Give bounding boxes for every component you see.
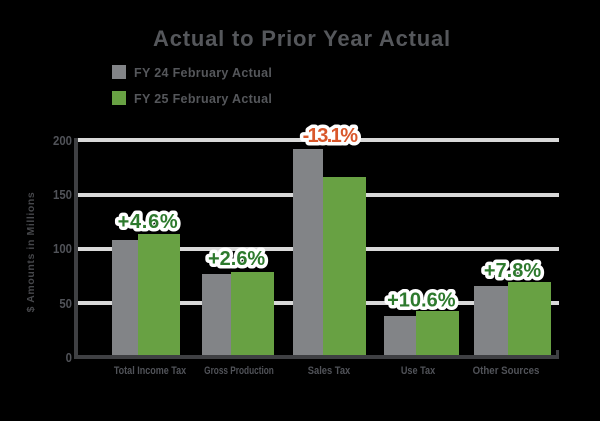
svg-text:-13.1%: -13.1%	[303, 125, 359, 147]
svg-text:+2.6%: +2.6%	[208, 248, 265, 270]
svg-text:+4.6%: +4.6%	[118, 211, 179, 233]
svg-text:+10.6%: +10.6%	[387, 290, 456, 312]
svg-text:+7.8%: +7.8%	[484, 260, 541, 282]
